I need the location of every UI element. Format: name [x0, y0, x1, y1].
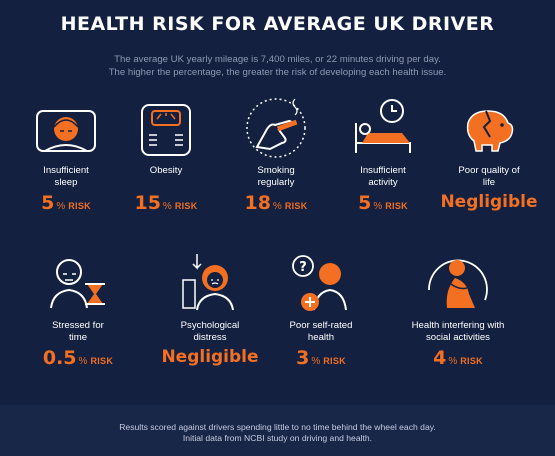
risk-value: 5% RISK [41, 192, 91, 214]
subtitle-line-1: The average UK yearly mileage is 7,400 m… [114, 54, 441, 65]
risk-value: 18% RISK [244, 192, 308, 214]
risk-value: 0.5% RISK [42, 347, 114, 369]
risk-value: 4% RISK [433, 347, 483, 369]
confused-person-icon: ? [292, 255, 347, 311]
item-label: Insufficient activity [360, 165, 406, 188]
item-stressed-for-time: Stressed for time 0.5% RISK [23, 250, 133, 369]
broken-piggy-bank-icon [466, 110, 514, 152]
item-label: Insufficient sleep [43, 165, 89, 188]
risk-value: Negligible [161, 347, 259, 367]
bed-clock-icon [355, 99, 411, 153]
item-smoking-regularly: Smoking regularly 18% RISK [221, 95, 331, 214]
hourglass-person-icon [50, 259, 105, 309]
item-label: Poor quality of life [458, 165, 520, 188]
item-label: Psychological distress [180, 320, 240, 343]
item-label: Obesity [149, 165, 183, 176]
item-label: Smoking regularly [257, 165, 295, 188]
page-title: HEALTH RISK FOR AVERAGE UK DRIVER [60, 13, 495, 35]
item-label: Stressed for time [52, 320, 104, 343]
weighing-scale-icon [141, 104, 191, 156]
item-psychological-distress: Psychological distress Negligible [155, 250, 265, 367]
risk-value: Negligible [440, 192, 538, 212]
risk-value: 5% RISK [358, 192, 408, 214]
footer-line-2: Initial data from NCBI study on driving … [182, 433, 373, 443]
sleeping-person-icon [36, 110, 96, 152]
footer-line-1: Results scored against drivers spending … [119, 422, 436, 432]
item-label: Poor self-rated health [289, 320, 353, 343]
distressed-person-icon [182, 254, 234, 311]
item-label: Health interfering with social activitie… [411, 320, 505, 343]
item-poor-quality-of-life: Poor quality of life Negligible [434, 95, 544, 212]
risk-value: 15% RISK [134, 192, 198, 214]
footer: Results scored against drivers spending … [0, 405, 555, 456]
item-poor-self-rated-health: ? Poor self-rated health 3% RISK [266, 250, 376, 369]
item-insufficient-sleep: Insufficient sleep 5% RISK [11, 95, 121, 214]
item-health-interfering-social: Health interfering with social activitie… [397, 250, 519, 369]
cigarette-hand-icon [246, 98, 306, 158]
item-obesity: Obesity 15% RISK [111, 95, 221, 214]
risk-value: 3% RISK [296, 347, 346, 369]
lonely-person-icon [428, 259, 488, 308]
subtitle: The average UK yearly mileage is 7,400 m… [0, 53, 555, 79]
item-insufficient-activity: Insufficient activity 5% RISK [328, 95, 438, 214]
svg-text:?: ? [299, 260, 307, 275]
subtitle-line-2: The higher the percentage, the greater t… [108, 67, 447, 78]
